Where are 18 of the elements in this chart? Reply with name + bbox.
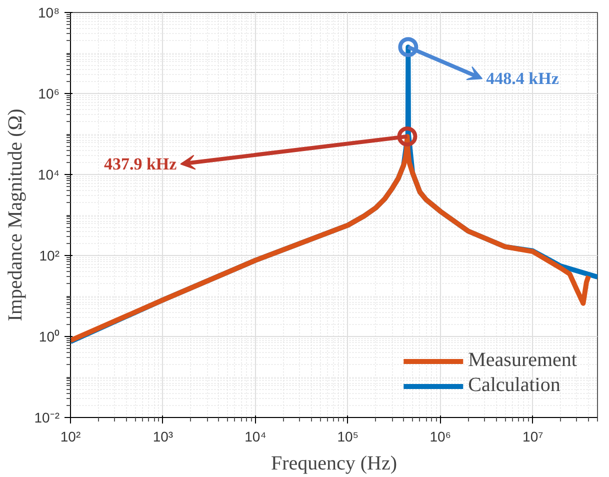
x-tick-label: 10⁶ (430, 428, 452, 444)
legend-label: Measurement (468, 349, 577, 372)
x-tick-label: 10² (60, 428, 81, 444)
x-tick-label: 10³ (152, 428, 174, 444)
y-tick-label: 10² (39, 248, 60, 264)
y-tick-label: 10⁸ (38, 4, 60, 20)
x-tick-label: 10⁷ (522, 428, 544, 444)
y-axis-title: Impedance Magnitude (Ω) (4, 108, 26, 322)
x-tick-label: 10⁵ (337, 428, 359, 444)
x-axis-title: Frequency (Hz) (270, 452, 398, 474)
annotation: 448.4 kHz (486, 69, 560, 88)
legend-label: Calculation (468, 374, 560, 397)
y-tick-label: 10⁻² (34, 410, 60, 426)
y-tick-label: 10⁶ (38, 86, 60, 102)
y-tick-label: 10⁰ (38, 328, 60, 344)
annotation: 437.9 kHz (104, 154, 178, 174)
y-tick-label: 10⁴ (38, 166, 60, 182)
x-tick-label: 10⁴ (244, 428, 266, 444)
